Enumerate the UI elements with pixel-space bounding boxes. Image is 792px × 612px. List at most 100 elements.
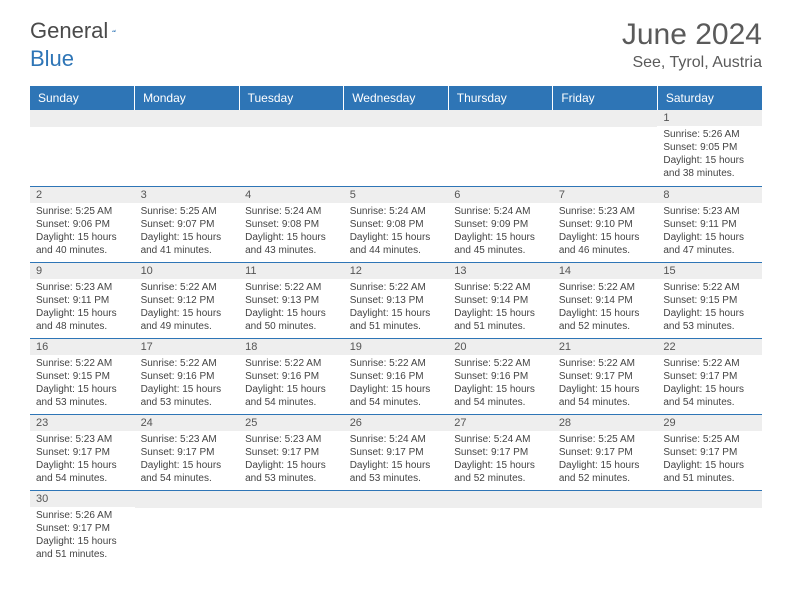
day-number: 18 [239,339,344,355]
calendar-empty [239,110,344,186]
weekday-row: SundayMondayTuesdayWednesdayThursdayFrid… [30,86,762,110]
day-details: Sunrise: 5:22 AMSunset: 9:13 PMDaylight:… [239,279,344,337]
day-number: 5 [344,187,449,203]
calendar-day: 6Sunrise: 5:24 AMSunset: 9:09 PMDaylight… [448,186,553,262]
day-number: 22 [657,339,762,355]
calendar-empty [344,490,449,566]
day-details: Sunrise: 5:22 AMSunset: 9:17 PMDaylight:… [553,355,658,413]
day-number: 28 [553,415,658,431]
calendar-day: 22Sunrise: 5:22 AMSunset: 9:17 PMDayligh… [657,338,762,414]
day-number: 9 [30,263,135,279]
brand-text-2: Blue [30,46,74,72]
day-number: 27 [448,415,553,431]
day-number: 4 [239,187,344,203]
calendar-day: 17Sunrise: 5:22 AMSunset: 9:16 PMDayligh… [135,338,240,414]
calendar-empty [657,490,762,566]
calendar-empty [553,490,658,566]
day-number-empty [135,491,240,508]
day-details: Sunrise: 5:22 AMSunset: 9:14 PMDaylight:… [553,279,658,337]
calendar-empty [448,490,553,566]
day-details: Sunrise: 5:24 AMSunset: 9:08 PMDaylight:… [239,203,344,261]
day-details: Sunrise: 5:22 AMSunset: 9:15 PMDaylight:… [657,279,762,337]
calendar-day: 20Sunrise: 5:22 AMSunset: 9:16 PMDayligh… [448,338,553,414]
day-number: 17 [135,339,240,355]
day-number-empty [448,110,553,127]
day-number-empty [344,491,449,508]
calendar-day: 16Sunrise: 5:22 AMSunset: 9:15 PMDayligh… [30,338,135,414]
calendar-day: 29Sunrise: 5:25 AMSunset: 9:17 PMDayligh… [657,414,762,490]
brand-text-1: General [30,18,108,44]
day-number-empty [344,110,449,127]
calendar-day: 7Sunrise: 5:23 AMSunset: 9:10 PMDaylight… [553,186,658,262]
calendar-empty [239,490,344,566]
day-number: 29 [657,415,762,431]
day-details: Sunrise: 5:26 AMSunset: 9:17 PMDaylight:… [30,507,135,565]
day-details: Sunrise: 5:23 AMSunset: 9:17 PMDaylight:… [135,431,240,489]
day-details: Sunrise: 5:22 AMSunset: 9:16 PMDaylight:… [135,355,240,413]
calendar-day: 12Sunrise: 5:22 AMSunset: 9:13 PMDayligh… [344,262,449,338]
calendar-row: 23Sunrise: 5:23 AMSunset: 9:17 PMDayligh… [30,414,762,490]
day-details: Sunrise: 5:22 AMSunset: 9:16 PMDaylight:… [344,355,449,413]
page-header: General June 2024 See, Tyrol, Austria [0,0,792,80]
calendar-day: 27Sunrise: 5:24 AMSunset: 9:17 PMDayligh… [448,414,553,490]
calendar-day: 18Sunrise: 5:22 AMSunset: 9:16 PMDayligh… [239,338,344,414]
day-number: 3 [135,187,240,203]
calendar-row: 1Sunrise: 5:26 AMSunset: 9:05 PMDaylight… [30,110,762,186]
calendar-day: 9Sunrise: 5:23 AMSunset: 9:11 PMDaylight… [30,262,135,338]
calendar-day: 8Sunrise: 5:23 AMSunset: 9:11 PMDaylight… [657,186,762,262]
day-details: Sunrise: 5:22 AMSunset: 9:12 PMDaylight:… [135,279,240,337]
calendar-day: 30Sunrise: 5:26 AMSunset: 9:17 PMDayligh… [30,490,135,566]
calendar-day: 24Sunrise: 5:23 AMSunset: 9:17 PMDayligh… [135,414,240,490]
day-number-empty [30,110,135,127]
calendar-day: 15Sunrise: 5:22 AMSunset: 9:15 PMDayligh… [657,262,762,338]
calendar-empty [135,490,240,566]
day-details: Sunrise: 5:22 AMSunset: 9:16 PMDaylight:… [239,355,344,413]
calendar-day: 11Sunrise: 5:22 AMSunset: 9:13 PMDayligh… [239,262,344,338]
calendar-day: 14Sunrise: 5:22 AMSunset: 9:14 PMDayligh… [553,262,658,338]
day-number: 19 [344,339,449,355]
day-number-empty [657,491,762,508]
calendar-empty [448,110,553,186]
calendar-day: 26Sunrise: 5:24 AMSunset: 9:17 PMDayligh… [344,414,449,490]
day-details: Sunrise: 5:22 AMSunset: 9:16 PMDaylight:… [448,355,553,413]
day-number-empty [553,110,658,127]
day-number: 23 [30,415,135,431]
calendar-empty [135,110,240,186]
day-details: Sunrise: 5:25 AMSunset: 9:07 PMDaylight:… [135,203,240,261]
calendar-empty [30,110,135,186]
day-details: Sunrise: 5:22 AMSunset: 9:17 PMDaylight:… [657,355,762,413]
weekday-header: Tuesday [239,86,344,110]
day-number: 21 [553,339,658,355]
day-number: 11 [239,263,344,279]
day-details: Sunrise: 5:24 AMSunset: 9:17 PMDaylight:… [448,431,553,489]
day-number: 15 [657,263,762,279]
calendar-row: 30Sunrise: 5:26 AMSunset: 9:17 PMDayligh… [30,490,762,566]
day-number: 12 [344,263,449,279]
calendar-day: 4Sunrise: 5:24 AMSunset: 9:08 PMDaylight… [239,186,344,262]
day-details: Sunrise: 5:22 AMSunset: 9:13 PMDaylight:… [344,279,449,337]
calendar-empty [344,110,449,186]
day-number: 14 [553,263,658,279]
calendar-head: SundayMondayTuesdayWednesdayThursdayFrid… [30,86,762,110]
weekday-header: Friday [553,86,658,110]
weekday-header: Monday [135,86,240,110]
weekday-header: Saturday [657,86,762,110]
brand-flag-icon [112,22,116,40]
day-details: Sunrise: 5:23 AMSunset: 9:17 PMDaylight:… [239,431,344,489]
weekday-header: Sunday [30,86,135,110]
calendar-day: 19Sunrise: 5:22 AMSunset: 9:16 PMDayligh… [344,338,449,414]
calendar-day: 28Sunrise: 5:25 AMSunset: 9:17 PMDayligh… [553,414,658,490]
day-details: Sunrise: 5:25 AMSunset: 9:17 PMDaylight:… [553,431,658,489]
day-details: Sunrise: 5:24 AMSunset: 9:08 PMDaylight:… [344,203,449,261]
day-details: Sunrise: 5:22 AMSunset: 9:15 PMDaylight:… [30,355,135,413]
calendar-day: 21Sunrise: 5:22 AMSunset: 9:17 PMDayligh… [553,338,658,414]
day-number: 7 [553,187,658,203]
calendar-row: 2Sunrise: 5:25 AMSunset: 9:06 PMDaylight… [30,186,762,262]
day-number: 6 [448,187,553,203]
calendar-day: 13Sunrise: 5:22 AMSunset: 9:14 PMDayligh… [448,262,553,338]
brand-logo: General [30,18,136,44]
day-details: Sunrise: 5:24 AMSunset: 9:17 PMDaylight:… [344,431,449,489]
calendar-row: 9Sunrise: 5:23 AMSunset: 9:11 PMDaylight… [30,262,762,338]
calendar-body: 1Sunrise: 5:26 AMSunset: 9:05 PMDaylight… [30,110,762,566]
weekday-header: Wednesday [344,86,449,110]
